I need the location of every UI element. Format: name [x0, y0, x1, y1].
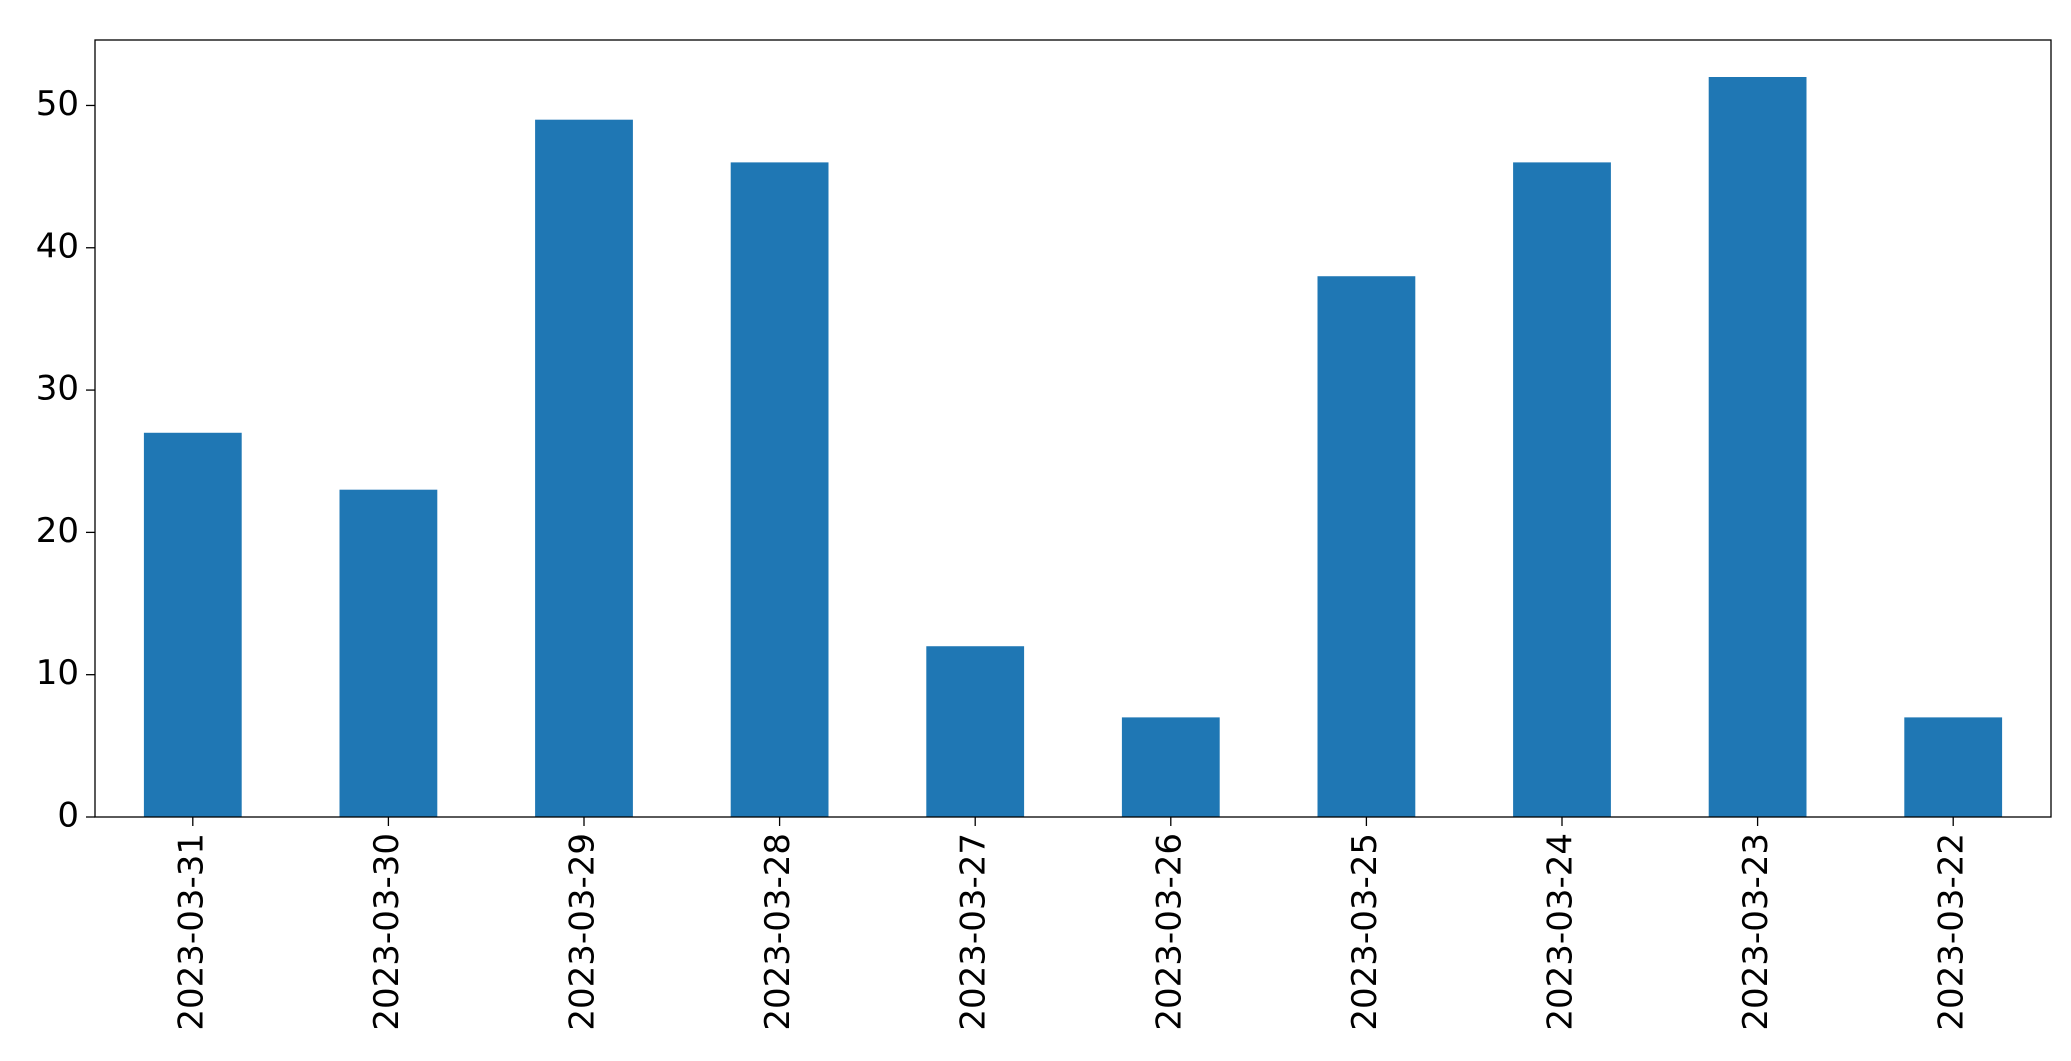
x-tick-label: 2023-03-28	[758, 833, 798, 1031]
x-tick-label: 2023-03-27	[954, 833, 994, 1031]
bar	[1513, 162, 1611, 817]
y-tick-label: 50	[36, 84, 79, 124]
bar	[1708, 77, 1807, 817]
bar	[143, 432, 242, 817]
x-tick-label: 2023-03-25	[1345, 833, 1385, 1031]
bar	[339, 489, 438, 817]
x-tick-label: 2023-03-31	[171, 833, 211, 1031]
bar	[1121, 717, 1220, 817]
x-tick-label: 2023-03-30	[367, 833, 407, 1031]
y-tick-label: 20	[36, 511, 79, 551]
bar	[1904, 717, 2003, 817]
x-tick-label: 2023-03-26	[1149, 833, 1189, 1031]
y-tick-label: 0	[57, 796, 79, 836]
x-tick-label: 2023-03-24	[1541, 833, 1581, 1031]
x-tick-label: 2023-03-29	[563, 833, 603, 1031]
y-tick-label: 40	[36, 226, 79, 266]
plot-frame	[94, 39, 2052, 818]
bar	[535, 119, 633, 817]
bar	[926, 646, 1025, 817]
y-tick-label: 30	[36, 369, 79, 409]
x-tick-label: 2023-03-23	[1736, 833, 1776, 1031]
x-tick-label: 2023-03-22	[1932, 833, 1972, 1031]
bar	[1317, 276, 1416, 817]
y-tick-label: 10	[36, 653, 79, 693]
bar	[730, 162, 829, 817]
